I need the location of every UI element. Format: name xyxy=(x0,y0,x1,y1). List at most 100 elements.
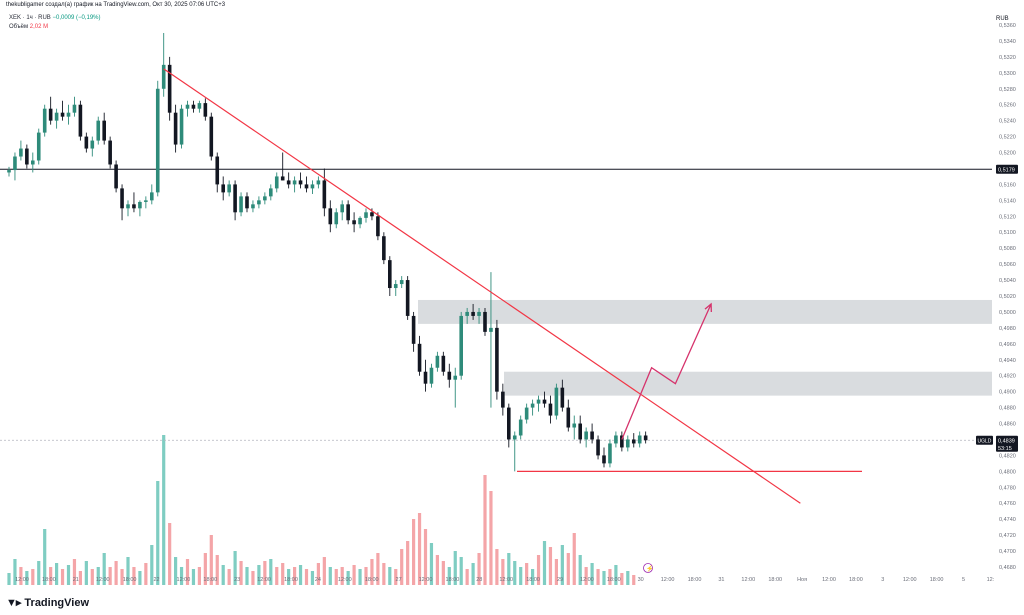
y-tick-label: 0,4800 xyxy=(999,469,1016,475)
candle-body xyxy=(346,204,350,221)
candle-body xyxy=(114,164,118,189)
candle-body xyxy=(298,180,303,185)
candle-body xyxy=(518,419,523,436)
volume-bar xyxy=(7,573,11,585)
volume-bar xyxy=(49,567,53,585)
currency-label[interactable]: RUB xyxy=(996,16,1009,22)
x-tick-label: 18:00 xyxy=(526,577,540,583)
candle-body xyxy=(19,148,23,157)
candle-body xyxy=(489,327,493,332)
volume-bar xyxy=(304,569,309,585)
x-tick-label: 18:00 xyxy=(688,577,702,583)
volume-bar xyxy=(483,475,487,585)
candle-body xyxy=(411,315,416,344)
x-tick-label: 28 xyxy=(476,577,482,583)
y-tick-label: 0,5300 xyxy=(999,71,1016,77)
candle-body xyxy=(227,184,231,193)
candle-body xyxy=(316,180,321,185)
symbol-line: XEK · 1ч · RUB −0,0009 (−0,19%) xyxy=(9,15,101,21)
x-tick-label: 12: xyxy=(987,577,995,583)
candle-body xyxy=(364,212,368,218)
volume-line: Объём 2,02 M xyxy=(9,24,48,30)
volume-bar xyxy=(298,565,303,585)
y-tick-label: 0,5100 xyxy=(999,230,1016,236)
candle-body xyxy=(96,120,101,141)
volume-bar xyxy=(626,571,630,585)
candle-body xyxy=(221,184,225,193)
volume-bar xyxy=(429,543,434,585)
candle-body xyxy=(197,103,202,109)
candle-body xyxy=(84,136,89,149)
volume-bar xyxy=(215,555,219,585)
candle-body xyxy=(304,184,309,189)
x-tick-label: 22 xyxy=(153,577,159,583)
candle-body xyxy=(447,371,452,380)
volume-bar xyxy=(168,523,172,585)
descending-trendline xyxy=(163,68,801,504)
candle-body xyxy=(257,200,261,205)
volume-bar xyxy=(263,561,267,585)
y-tick-label: 0,4860 xyxy=(999,422,1016,428)
candle-body xyxy=(102,120,106,141)
x-tick-label: 12:00 xyxy=(338,577,352,583)
y-tick-label: 0,4760 xyxy=(999,501,1016,507)
lightning-icon: ⚡ xyxy=(643,563,654,573)
countdown-text: 53:15 xyxy=(998,446,1012,452)
candle-body xyxy=(441,355,446,372)
projection-path xyxy=(621,303,712,440)
volume-bar xyxy=(31,569,35,585)
volume-bar xyxy=(233,551,237,585)
y-tick-label: 0,5340 xyxy=(999,39,1016,45)
candle-body xyxy=(393,284,398,289)
volume-bar xyxy=(596,569,600,585)
volume-bar xyxy=(245,567,249,585)
candle-body xyxy=(173,112,178,145)
resistance-zone xyxy=(504,371,992,396)
tradingview-logo[interactable]: ▼▸ TradingView xyxy=(6,596,89,610)
volume-value: 2,02 M xyxy=(29,24,49,30)
candle-body xyxy=(614,435,618,444)
y-tick-label: 0,5320 xyxy=(999,55,1016,61)
candle-body xyxy=(191,104,196,109)
volume-bar xyxy=(554,559,558,585)
volume-bar xyxy=(578,555,582,585)
candle-body xyxy=(405,280,410,316)
candle-body xyxy=(602,455,606,464)
volume-bar xyxy=(560,545,564,585)
candle-body xyxy=(643,435,648,441)
lightning-icon-ring xyxy=(643,563,653,573)
candle-body xyxy=(328,208,333,225)
time-axis[interactable]: 12:00 18:00 21 12:00 18:00 22 12:00 18:00 23 12:0… xyxy=(15,577,995,583)
volume-bar xyxy=(114,561,118,585)
volume-bar xyxy=(477,553,481,585)
price-chart[interactable]: ⚡ 0,53600,53400,53200,53000,52800,52600,… xyxy=(0,0,1024,592)
volume-bar xyxy=(340,567,344,585)
volume-bar xyxy=(519,567,523,585)
projection-arrowhead xyxy=(704,302,712,312)
volume-bar xyxy=(269,559,273,585)
volume-bar xyxy=(406,541,410,585)
volume-bar xyxy=(489,491,493,585)
tradingview-logo-icon: ▼▸ xyxy=(6,597,21,609)
resistance-zone xyxy=(418,299,992,324)
symbol-label[interactable]: XEK · 1ч · RUB xyxy=(9,15,51,21)
volume-bar xyxy=(293,567,297,585)
candle-body xyxy=(42,108,47,133)
price-axis[interactable]: 0,5360 0,5340 0,5320 0,5300 0,5280 0,5260 0,52… xyxy=(999,23,1016,571)
y-tick-label: 0,5120 xyxy=(999,214,1016,220)
level-price-text: 0,5179 xyxy=(998,167,1015,173)
y-tick-label: 0,4680 xyxy=(999,565,1016,571)
candle-body xyxy=(36,132,41,161)
lightning-icon-glyph: ⚡ xyxy=(646,565,653,573)
candle-body xyxy=(209,116,214,157)
x-tick-label: 12:00 xyxy=(96,577,110,583)
volume-bar xyxy=(108,567,112,585)
volume-bar xyxy=(197,567,201,585)
candle-body xyxy=(566,407,571,428)
y-tick-label: 0,5200 xyxy=(999,151,1016,157)
x-tick-label: 30 xyxy=(638,577,644,583)
candle-body xyxy=(60,112,65,117)
candle-body xyxy=(25,148,29,165)
volume-bar xyxy=(162,435,166,585)
candle-body xyxy=(572,423,577,428)
